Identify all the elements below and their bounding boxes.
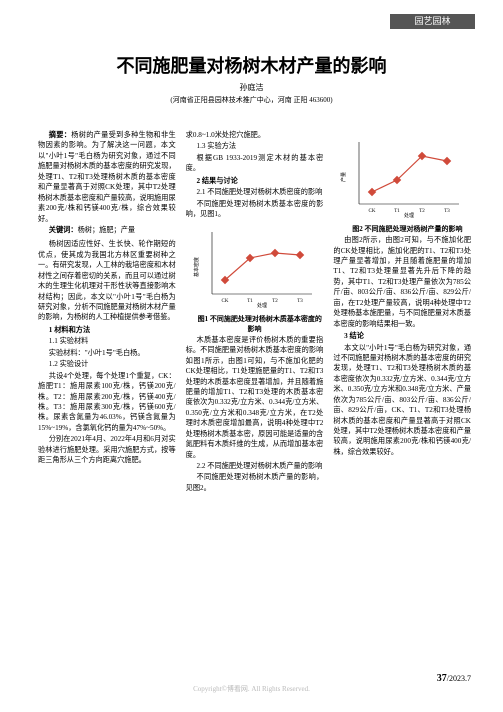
abstract-body: 杨树的产量受到多种生物和非生物因素的影响。为了解决这一问题，本文以"小叶1号"毛… — [38, 131, 176, 223]
section-2-2-body: 不同施肥处理对杨树木质产量的影响，见图2。 — [186, 472, 324, 493]
section-2-2: 2.2 不同施肥处理对杨树木质产量的影响 — [186, 461, 324, 471]
issue-year: /2023.7 — [447, 674, 471, 683]
column-1: 摘要：杨树的产量受到多种生物和非生物因素的影响。为了解决这一问题，本文以"小叶1… — [38, 130, 176, 662]
keywords: 关键词：杨树；施肥；产量 — [38, 225, 176, 235]
svg-text:T1: T1 — [247, 299, 253, 304]
chart-1: 基本密度 处理 CK T1 T2 T3 — [190, 222, 320, 312]
chart-1-caption: 图1 不同施肥处理对杨树木质基本密度的影响 — [186, 314, 324, 334]
section-3-body: 本文以"小叶1号"毛白杨为研究对象，通过不同施肥量对杨树木质的基本密度的研究发现… — [333, 343, 471, 458]
svg-text:CK: CK — [369, 209, 376, 214]
chart-2-caption: 图2 不同施肥处理对杨树产量的影响 — [333, 224, 471, 234]
section-2-1-body2: 木质基本密度是评价杨树木质的重要指标。不同施肥量对杨树木质基本密度的影响如图1所… — [186, 335, 324, 460]
footer-page-info: 37/2023.7 — [437, 673, 471, 684]
section-1-2: 1.2 实验设计 — [38, 359, 176, 369]
column-2: 求0.8~1.0米处挖穴施肥。 1.3 实验方法 根据GB 1933-2019测… — [186, 130, 324, 662]
author-affiliation: (河南省正阳县园林技术推广中心，河南 正阳 463600) — [0, 95, 503, 105]
section-2-1: 2.1 不同施肥处理对杨树木质密度的影响 — [186, 187, 324, 197]
col2-top: 求0.8~1.0米处挖穴施肥。 — [186, 130, 324, 140]
abstract-label: 摘要： — [49, 131, 71, 139]
svg-text:T2: T2 — [419, 209, 425, 214]
chart2-ylabel: 产量 — [340, 172, 347, 182]
chart-2: 产量 处理 CK T1 T2 T3 — [337, 132, 467, 222]
section-1-1: 1.1 实验材料 — [38, 336, 176, 346]
svg-text:CK: CK — [221, 299, 228, 304]
section-1-3-body: 根据GB 1933-2019测定木材的基本密度。 — [186, 153, 324, 174]
col3-body: 由图2所示，由图2可知，与不施加化肥的CK处理相比，施加化肥的T1、T2和T3处… — [333, 235, 471, 329]
section-1-2-body2: 分别在2021年4月、2022年4月和6月对实验林进行施肥处理。采用穴施肥方式，… — [38, 434, 176, 465]
section-1-1-body: 实验材料："小叶1号"毛白杨。 — [38, 348, 176, 358]
content-columns: 摘要：杨树的产量受到多种生物和非生物因素的影响。为了解决这一问题，本文以"小叶1… — [38, 130, 471, 662]
section-2-heading: 2 结果与讨论 — [186, 176, 324, 186]
section-2-1-body: 不同施肥处理对杨树木质基本密度的影响，见图1。 — [186, 199, 324, 220]
svg-text:T3: T3 — [444, 209, 450, 214]
svg-text:T3: T3 — [297, 299, 303, 304]
chart2-xlabel: 处理 — [404, 212, 414, 219]
section-1-2-body: 共设4个处理，每个处理1个重复，CK：施肥T1：施用尿素100克/株，钙镁200… — [38, 371, 176, 434]
article-title: 不同施肥量对杨树木材产量的影响 — [0, 52, 503, 78]
keywords-label: 关键词： — [49, 226, 78, 234]
abstract: 摘要：杨树的产量受到多种生物和非生物因素的影响。为了解决这一问题，本文以"小叶1… — [38, 130, 176, 224]
intro-para: 杨树因适应性好、生长快、轮作期短的优点，使其成为我国北方林区重要树种之一。有研究… — [38, 239, 176, 323]
svg-text:T1: T1 — [394, 209, 400, 214]
author-name: 孙庭洁 — [0, 82, 503, 93]
footer-copyright: Copyright©博看网. All Rights Reserved. — [0, 684, 503, 694]
section-1-3: 1.3 实验方法 — [186, 141, 324, 151]
svg-text:T2: T2 — [272, 299, 278, 304]
page-number: 37 — [437, 673, 447, 684]
section-1-heading: 1 材料和方法 — [38, 325, 176, 335]
chart1-xlabel: 处理 — [256, 302, 266, 309]
header-category-band: 园艺园林 — [390, 14, 475, 29]
column-3: 产量 处理 CK T1 T2 T3 图2 不同施肥处理对杨树产量的影响 由图2所… — [333, 130, 471, 662]
chart1-ylabel: 基本密度 — [193, 256, 200, 276]
section-3-heading: 3 结论 — [333, 331, 471, 341]
keywords-body: 杨树；施肥；产量 — [78, 226, 136, 234]
